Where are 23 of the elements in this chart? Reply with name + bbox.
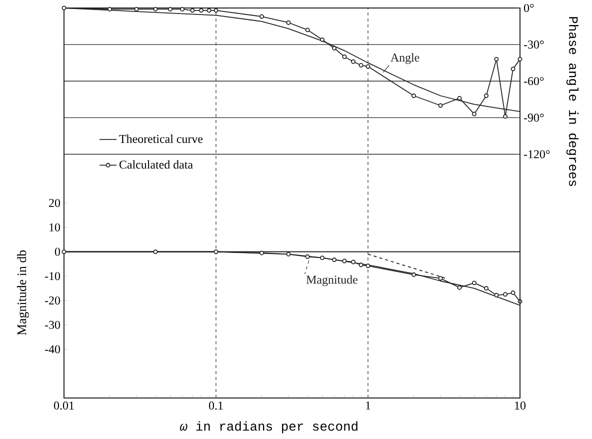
- x-tick-label: 0.1: [208, 402, 223, 410]
- annotation: Magnitude: [306, 275, 358, 286]
- x-axis-title: ω in radians per second: [180, 421, 358, 434]
- y-axis-title: Magnitude in db: [17, 250, 29, 336]
- y-tick-label: 0: [54, 248, 60, 256]
- y2-axis-title: Phase angle in degrees: [566, 17, 578, 186]
- y-tick-label: -10: [44, 272, 60, 280]
- x-tick-label: 1: [366, 402, 370, 410]
- y2-tick-label: -90°: [524, 114, 544, 122]
- y2-tick-label: -120°: [524, 150, 550, 158]
- y-tick-label: -30: [44, 320, 60, 329]
- y2-tick-label: 0°: [524, 4, 534, 12]
- y2-tick-label: -60°: [524, 77, 544, 86]
- x-tick-label: 10: [515, 402, 526, 410]
- y-tick-label: -20: [44, 296, 60, 305]
- legend-label: Theoretical curve: [119, 134, 203, 143]
- legend-label: Calculated data: [119, 160, 193, 169]
- y-tick-label: 10: [50, 223, 60, 232]
- annotation: Angle: [390, 53, 420, 64]
- y-tick-label: -40: [44, 345, 60, 354]
- x-tick-label: 0.01: [54, 402, 74, 410]
- y2-tick-label: -30°: [524, 40, 544, 49]
- y-tick-label: 20: [49, 198, 60, 208]
